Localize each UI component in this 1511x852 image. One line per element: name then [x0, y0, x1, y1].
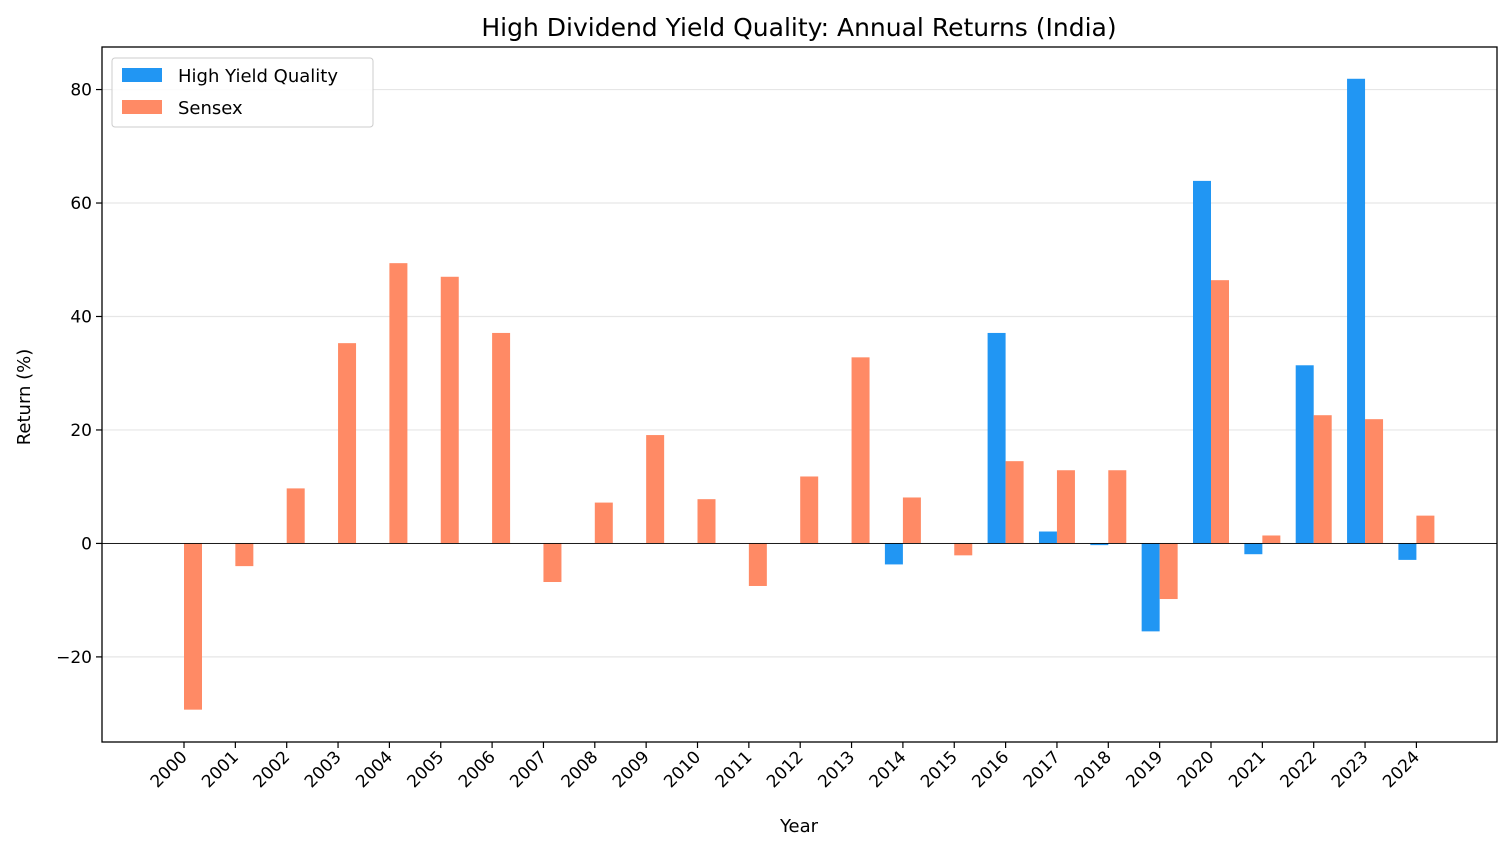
bar-high-yield-quality-2020	[1193, 180, 1211, 544]
bar-high-yield-quality-2019	[1141, 543, 1160, 632]
legend-swatch-high-yield-quality	[122, 68, 162, 82]
y-tick-label: 60	[70, 194, 92, 214]
bar-sensex-2009	[646, 435, 665, 544]
legend-box	[111, 57, 374, 128]
y-tick-label: 20	[70, 421, 92, 441]
bar-sensex-2007	[543, 543, 562, 583]
bar-high-yield-quality-2016	[987, 332, 1006, 544]
bar-sensex-2005	[440, 276, 459, 544]
bar-sensex-2019	[1159, 543, 1178, 600]
bar-sensex-2015	[954, 543, 973, 556]
bar-sensex-2018	[1108, 470, 1127, 544]
y-axis-label: Return (%)	[14, 349, 35, 446]
legend-swatch-sensex	[122, 100, 162, 114]
bar-sensex-2002	[286, 488, 305, 544]
bar-high-yield-quality-2024	[1398, 543, 1417, 560]
bar-sensex-2017	[1056, 470, 1075, 544]
plot-frame	[101, 46, 1498, 743]
x-axis-label: Year	[779, 816, 819, 837]
chart-title: High Dividend Yield Quality: Annual Retu…	[481, 13, 1116, 42]
bar-sensex-2004	[389, 263, 408, 544]
bar-sensex-2011	[748, 543, 767, 586]
bar-high-yield-quality-2021	[1244, 543, 1263, 555]
bars-layer	[184, 78, 1435, 710]
legend-label-high-yield-quality: High Yield Quality	[178, 66, 338, 87]
bar-sensex-2014	[902, 497, 921, 544]
y-tick-label: −20	[56, 648, 92, 668]
bar-sensex-2022	[1313, 415, 1332, 544]
bar-high-yield-quality-2018	[1090, 543, 1109, 546]
y-tick-label: 80	[70, 81, 92, 101]
bar-sensex-2000	[184, 543, 202, 710]
legend-label-sensex: Sensex	[178, 98, 243, 119]
bar-sensex-2020	[1211, 280, 1229, 544]
bar-sensex-2021	[1262, 535, 1281, 544]
bar-sensex-2003	[338, 343, 357, 544]
bar-sensex-2016	[1005, 461, 1024, 544]
legend: High Yield Quality Sensex	[111, 57, 374, 128]
bar-high-yield-quality-2022	[1295, 365, 1314, 544]
bar-sensex-2006	[492, 332, 511, 544]
bar-high-yield-quality-2017	[1038, 531, 1057, 544]
y-tick-label: 40	[70, 307, 92, 327]
bar-sensex-2024	[1416, 515, 1435, 544]
y-tick-label: 0	[81, 534, 92, 554]
bar-sensex-2008	[594, 502, 613, 544]
bar-sensex-2010	[697, 499, 716, 544]
bar-high-yield-quality-2014	[884, 543, 903, 565]
bar-sensex-2001	[235, 543, 254, 567]
bar-sensex-2013	[851, 357, 870, 544]
bar-sensex-2012	[800, 476, 819, 544]
bar-high-yield-quality-2023	[1347, 78, 1366, 544]
y-axis: −20 0 20 40 60 80	[56, 81, 102, 668]
bar-sensex-2023	[1365, 419, 1384, 544]
